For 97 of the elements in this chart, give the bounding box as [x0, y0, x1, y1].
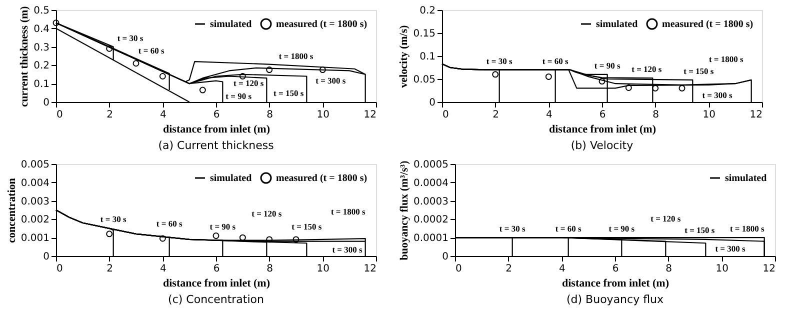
y-tick-label: 0.001: [20, 233, 50, 244]
annotation: t = 1800 s: [730, 224, 766, 234]
y-tick-label: 0.2: [420, 6, 436, 16]
annotation: t = 60 s: [156, 218, 183, 229]
y-tick-label: 0.4: [34, 24, 50, 35]
annotation: t = 150 s: [684, 66, 714, 76]
x-tick-label: 12: [750, 110, 762, 120]
legend-label: measured (t = 1800 s): [276, 19, 368, 30]
y-tick-label: 0.2: [34, 60, 50, 72]
legend-label: simulated: [596, 19, 638, 30]
annotation: t = 60 s: [138, 45, 165, 56]
y-tick-label: 0.1: [420, 52, 436, 62]
y-tick-label: 0.002: [20, 214, 50, 226]
annotation: t = 300 s: [715, 243, 746, 254]
x-tick-label: 8: [652, 110, 660, 120]
y-tick-label: 0.5: [34, 6, 50, 16]
y-tick-label: 0.0003: [414, 196, 448, 208]
x-tick-label: 8: [266, 264, 274, 274]
x-tick-label: 6: [213, 264, 220, 274]
x-tick-label: 2: [492, 110, 500, 120]
y-axis-title: velocity (m/s): [398, 24, 410, 88]
legend-label: measured (t = 1800 s): [276, 173, 368, 184]
annotation: t = 150 s: [684, 225, 716, 236]
annotation: t = 120 s: [252, 208, 282, 218]
annotation: t = 30 s: [486, 56, 513, 66]
y-tick-label: 0.0002: [414, 214, 448, 226]
y-tick-label: 0.0005: [414, 160, 448, 170]
y-tick-label: 0.3: [34, 42, 50, 54]
annotation: t = 1800 s: [330, 206, 366, 217]
x-tick-label: 6: [599, 110, 606, 120]
x-tick-label: 10: [716, 264, 729, 274]
y-tick-label: 0.005: [20, 160, 50, 170]
annotation: t = 150 s: [292, 221, 322, 232]
legend-label: simulated: [210, 19, 252, 30]
x-tick-label: 8: [266, 110, 274, 120]
x-tick-label: 12: [762, 264, 776, 274]
x-axis-title: distance from inlet (m): [548, 124, 656, 136]
annotation: t = 120 s: [650, 213, 682, 224]
x-tick-label: 0: [56, 264, 63, 274]
text: (a) Current thickness: [158, 139, 274, 152]
y-tick-label: 0: [43, 252, 50, 262]
y-tick-label: 0.0001: [414, 233, 448, 244]
x-tick-label: 6: [612, 264, 619, 274]
x-tick-label: 10: [316, 264, 330, 274]
annotation: t = 300 s: [702, 90, 734, 100]
annotation: t = 120 s: [234, 78, 264, 88]
x-tick-label: 0: [56, 110, 63, 120]
x-tick-label: 2: [106, 264, 114, 274]
x-tick-label: 0: [456, 264, 462, 274]
x-tick-label: 4: [160, 264, 166, 274]
x-tick-label: 4: [558, 264, 566, 274]
annotation: t = 90 s: [226, 90, 252, 101]
annotation: t = 300 s: [316, 76, 346, 86]
x-tick-label: 4: [160, 110, 166, 120]
y-tick-label: 0.15: [413, 28, 436, 40]
y-tick-label: 0: [43, 98, 50, 108]
x-tick-label: 12: [364, 264, 376, 274]
y-tick-label: 0.05: [413, 74, 436, 86]
annotation: t = 60 s: [542, 56, 569, 66]
annotation: t = 120 s: [632, 64, 662, 74]
y-axis-title: current thickness (m): [18, 6, 31, 107]
y-axis-title: concentration: [6, 178, 18, 243]
y-tick-label: 0.1: [34, 79, 50, 90]
annotation: t = 30 s: [117, 32, 144, 43]
x-tick-label: 4: [546, 110, 552, 120]
x-tick-label: 2: [106, 110, 114, 120]
x-tick-label: 8: [666, 264, 672, 274]
annotation: t = 30 s: [499, 224, 526, 234]
legend-label: simulated: [210, 173, 252, 184]
x-tick-label: 10: [316, 110, 330, 120]
x-tick-label: 10: [702, 110, 716, 120]
text: (c) Concentration: [168, 293, 264, 306]
text: (b) Velocity: [570, 139, 634, 152]
y-tick-label: 0: [442, 252, 448, 262]
annotation: t = 90 s: [608, 223, 636, 234]
x-axis-title: distance from inlet (m): [562, 278, 670, 290]
y-axis-title: buoyancy flux (m³/s³): [398, 160, 411, 260]
annotation: t = 60 s: [555, 224, 582, 234]
y-tick-label: 0: [429, 98, 436, 108]
annotation: t = 1800 s: [278, 51, 314, 62]
legend-label: measured (t = 1800 s): [662, 19, 754, 30]
y-tick-label: 0.003: [20, 196, 50, 208]
annotation: t = 90 s: [210, 221, 236, 232]
x-tick-label: 6: [213, 110, 220, 120]
annotation: t = 1800 s: [708, 54, 744, 64]
annotation: t = 90 s: [594, 60, 621, 70]
y-tick-label: 0.0004: [414, 178, 448, 189]
annotation: t = 30 s: [100, 214, 127, 224]
x-axis-title: distance from inlet (m): [162, 124, 270, 136]
annotation: t = 150 s: [274, 88, 304, 98]
y-tick-label: 0.004: [20, 178, 50, 189]
annotation: t = 300 s: [332, 244, 364, 254]
legend-label: simulated: [725, 173, 768, 184]
x-tick-label: 12: [364, 110, 376, 120]
x-axis-title: distance from inlet (m): [162, 278, 270, 290]
x-tick-label: 2: [506, 264, 512, 274]
text: (d) Buoyancy flux: [566, 293, 664, 306]
